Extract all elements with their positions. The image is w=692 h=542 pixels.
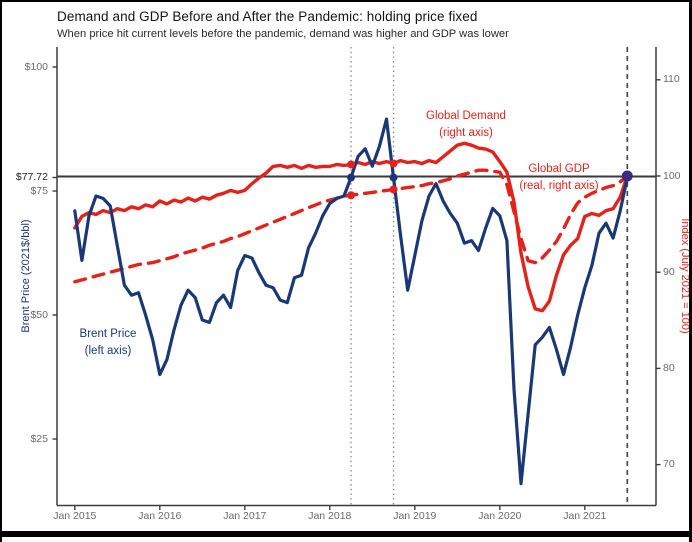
tick-label: 100 — [663, 169, 681, 182]
vertical-reference-lines — [350, 47, 629, 506]
axis-tick-marks — [52, 66, 661, 510]
tick-label: Jan 2020 — [478, 510, 522, 522]
tick-label: $77.72 — [15, 170, 48, 183]
tick-label: $25 — [30, 432, 48, 445]
global-demand-annotation-line2: (right axis) — [439, 127, 493, 139]
tick-label: $50 — [30, 308, 48, 321]
right-axis-title: Index (July 2021 = 100) — [679, 218, 691, 334]
tick-label: 80 — [663, 361, 675, 374]
bottom-border-bar — [2, 531, 689, 537]
global-gdp-annotation-line2: (real, right axis) — [519, 180, 599, 192]
tick-label: Jan 2015 — [53, 510, 97, 522]
tick-label: 90 — [663, 265, 675, 278]
tick-label: Jan 2017 — [223, 510, 267, 522]
chart-title: Demand and GDP Before and After the Pand… — [57, 9, 478, 24]
global-gdp-annotation: Global GDP (real, right axis) — [496, 161, 622, 195]
tick-label: $75 — [30, 184, 48, 197]
global-gdp-annotation-line1: Global GDP — [528, 163, 590, 175]
brent-price-annotation-line1: Brent Price — [79, 328, 137, 340]
global-demand-annotation-line1: Global Demand — [426, 110, 506, 122]
brent-price-annotation: Brent Price (left axis) — [53, 326, 163, 360]
tick-label: Jan 2021 — [563, 510, 607, 522]
tick-label: 110 — [663, 73, 680, 86]
tick-label: Jan 2018 — [308, 510, 352, 522]
tick-label: 70 — [663, 458, 675, 471]
point-markers — [347, 159, 633, 200]
brent-price-annotation-line2: (left axis) — [84, 345, 132, 357]
tick-label: Jan 2016 — [138, 510, 182, 522]
left-axis-title: Brent Price (2021$/bbl) — [20, 219, 32, 333]
chart-subtitle: When price hit current levels before the… — [57, 28, 509, 40]
tick-label: $100 — [24, 60, 48, 73]
tick-label: Jan 2019 — [393, 510, 437, 522]
axis-frame — [56, 47, 657, 507]
global-demand-annotation: Global Demand (right axis) — [401, 108, 531, 142]
